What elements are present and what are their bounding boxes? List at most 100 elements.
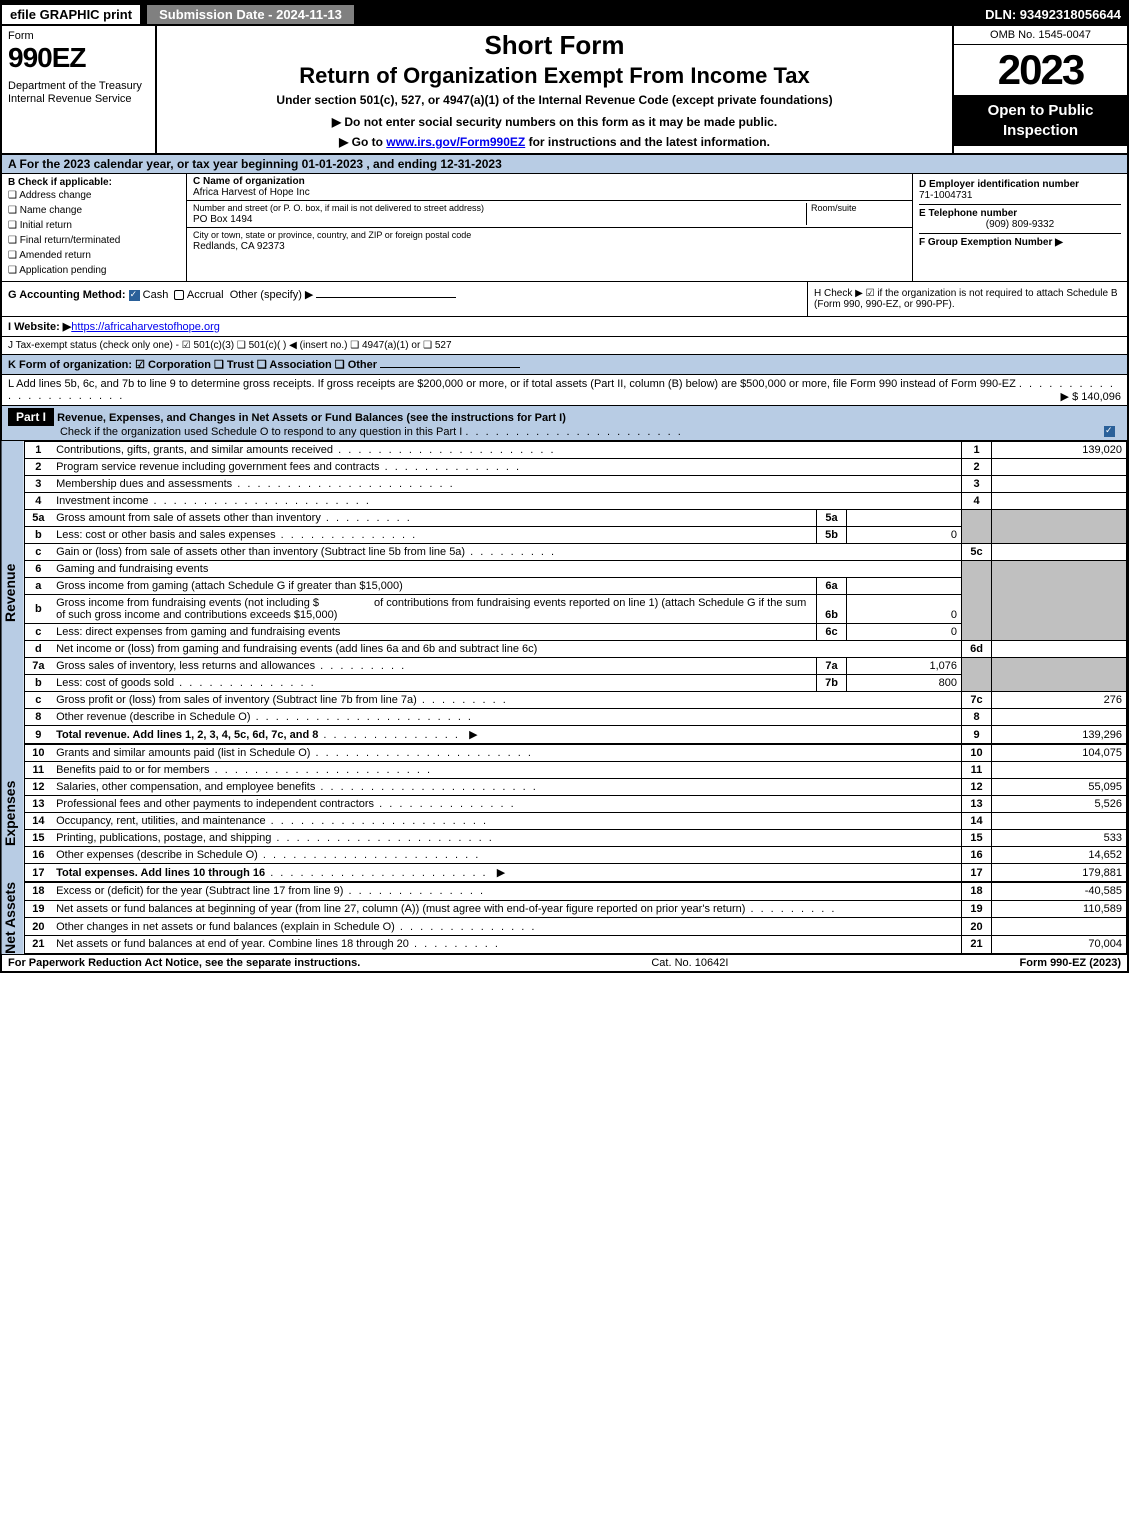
l6c-sv: 0	[847, 624, 962, 641]
l6c-d: Less: direct expenses from gaming and fu…	[52, 624, 816, 641]
l6d-n: d	[24, 641, 52, 658]
fr-bold: 990-EZ	[1050, 957, 1086, 969]
website-link[interactable]: https://africaharvestofhope.org	[71, 321, 220, 333]
l7a-d: Gross sales of inventory, less returns a…	[52, 658, 816, 675]
l9-text: Total revenue. Add lines 1, 2, 3, 4, 5c,…	[56, 729, 318, 741]
l5b-d: Less: cost or other basis and sales expe…	[52, 527, 816, 544]
l5a-dots	[321, 512, 412, 524]
l19-ln: 19	[962, 900, 992, 918]
l10-text: Grants and similar amounts paid (list in…	[56, 747, 310, 759]
l14-d: Occupancy, rent, utilities, and maintena…	[52, 813, 961, 830]
chk-accrual[interactable]	[174, 290, 184, 300]
l7c-n: c	[24, 692, 52, 709]
l1-ln: 1	[962, 442, 992, 459]
footer-left: For Paperwork Reduction Act Notice, see …	[8, 957, 360, 969]
l13-text: Professional fees and other payments to …	[56, 798, 374, 810]
chk-cash[interactable]	[129, 290, 140, 301]
l16-d: Other expenses (describe in Schedule O)	[52, 847, 961, 864]
l2-text: Program service revenue including govern…	[56, 461, 379, 473]
chk-name-change[interactable]: Name change	[8, 203, 180, 218]
l13-ln: 13	[962, 796, 992, 813]
l2-dots	[380, 461, 522, 473]
l-text: L Add lines 5b, 6c, and 7b to line 9 to …	[8, 378, 1016, 390]
dln-label: DLN: 93492318056644	[985, 7, 1127, 22]
l12-ln: 12	[962, 779, 992, 796]
chk-final-return[interactable]: Final return/terminated	[8, 233, 180, 248]
l5b-dots	[276, 529, 418, 541]
l18-d: Excess or (deficit) for the year (Subtra…	[52, 883, 961, 901]
l7b-d: Less: cost of goods sold	[52, 675, 816, 692]
l19-v: 110,589	[992, 900, 1127, 918]
chk-amended-return[interactable]: Amended return	[8, 248, 180, 263]
instr2-post: for instructions and the latest informat…	[525, 135, 770, 149]
line-6c: cLess: direct expenses from gaming and f…	[24, 624, 1126, 641]
l7-shade2	[992, 658, 1127, 692]
l5b-sv: 0	[847, 527, 962, 544]
l18-dots	[343, 885, 485, 897]
line-19: 19Net assets or fund balances at beginni…	[24, 900, 1126, 918]
l6b-sv: 0	[847, 595, 962, 624]
line-6b: bGross income from fundraising events (n…	[24, 595, 1126, 624]
netassets-section: Net Assets 18Excess or (deficit) for the…	[2, 882, 1127, 954]
l11-v	[992, 762, 1127, 779]
header-mid: Short Form Return of Organization Exempt…	[157, 26, 952, 153]
l6a-d: Gross income from gaming (attach Schedul…	[52, 578, 816, 595]
l5a-d: Gross amount from sale of assets other t…	[52, 510, 816, 527]
instruction-2: ▶ Go to www.irs.gov/Form990EZ for instru…	[163, 135, 946, 149]
l2-n: 2	[24, 459, 52, 476]
l6d-v	[992, 641, 1127, 658]
l17-d: Total expenses. Add lines 10 through 16 …	[52, 864, 961, 882]
l3-d: Membership dues and assessments	[52, 476, 961, 493]
l12-d: Salaries, other compensation, and employ…	[52, 779, 961, 796]
form-page: efile GRAPHIC print Submission Date - 20…	[0, 0, 1129, 973]
box-b: B Check if applicable: Address change Na…	[2, 174, 187, 281]
l6c-n: c	[24, 624, 52, 641]
l7c-v: 276	[992, 692, 1127, 709]
l7a-n: 7a	[24, 658, 52, 675]
irs-link[interactable]: www.irs.gov/Form990EZ	[386, 135, 525, 149]
l14-v	[992, 813, 1127, 830]
side-expenses: Expenses	[2, 744, 24, 882]
main-title: Return of Organization Exempt From Incom…	[163, 63, 946, 89]
dept-label: Department of the TreasuryInternal Reven…	[8, 80, 149, 106]
line-9: 9Total revenue. Add lines 1, 2, 3, 4, 5c…	[24, 726, 1126, 744]
l5ab-shade	[962, 510, 992, 544]
c-name-label: C Name of organization	[193, 176, 305, 187]
l11-ln: 11	[962, 762, 992, 779]
l5a-n: 5a	[24, 510, 52, 527]
header-left: Form 990EZ Department of the TreasuryInt…	[2, 26, 157, 153]
subtitle: Under section 501(c), 527, or 4947(a)(1)…	[163, 93, 946, 107]
chk-application-pending[interactable]: Application pending	[8, 263, 180, 278]
l7-shade	[962, 658, 992, 692]
l19-n: 19	[24, 900, 52, 918]
accrual-label: Accrual	[187, 289, 224, 301]
l16-n: 16	[24, 847, 52, 864]
l8-text: Other revenue (describe in Schedule O)	[56, 711, 250, 723]
l6-d: Gaming and fundraising events	[52, 561, 961, 578]
revenue-table: 1Contributions, gifts, grants, and simil…	[24, 441, 1127, 744]
schedule-o-check[interactable]	[1104, 426, 1115, 437]
l15-v: 533	[992, 830, 1127, 847]
l2-d: Program service revenue including govern…	[52, 459, 961, 476]
l1-v: 139,020	[992, 442, 1127, 459]
l18-ln: 18	[962, 883, 992, 901]
d-ein-row: D Employer identification number 71-1004…	[919, 176, 1121, 205]
l5c-d: Gain or (loss) from sale of assets other…	[52, 544, 961, 561]
side-netassets: Net Assets	[2, 882, 24, 954]
l1-d: Contributions, gifts, grants, and simila…	[52, 442, 961, 459]
chk-address-change[interactable]: Address change	[8, 188, 180, 203]
l7b-sn: 7b	[817, 675, 847, 692]
line-21: 21Net assets or fund balances at end of …	[24, 936, 1126, 954]
line-7a: 7aGross sales of inventory, less returns…	[24, 658, 1126, 675]
l13-v: 5,526	[992, 796, 1127, 813]
line-14: 14Occupancy, rent, utilities, and mainte…	[24, 813, 1126, 830]
line-2: 2 Program service revenue including gover…	[24, 459, 1126, 476]
box-c: C Name of organization Africa Harvest of…	[187, 174, 912, 281]
l20-n: 20	[24, 918, 52, 936]
chk-initial-return[interactable]: Initial return	[8, 218, 180, 233]
l4-ln: 4	[962, 493, 992, 510]
footer-mid: Cat. No. 10642I	[360, 957, 1019, 969]
l18-v: -40,585	[992, 883, 1127, 901]
l6b-d: Gross income from fundraising events (no…	[52, 595, 816, 624]
l11-text: Benefits paid to or for members	[56, 764, 209, 776]
